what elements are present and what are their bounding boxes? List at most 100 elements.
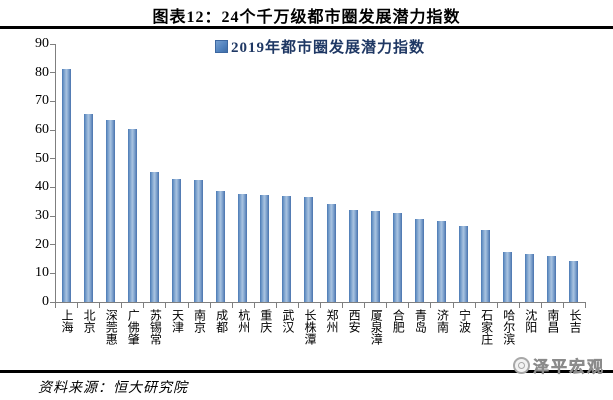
y-tick-label: 80 <box>35 64 49 80</box>
bar <box>238 194 248 302</box>
y-tick-label: 40 <box>35 179 49 195</box>
x-tick-label: 宁波 <box>457 309 472 333</box>
y-tick-label: 90 <box>35 36 49 51</box>
x-tick-label: 重庆 <box>258 309 273 333</box>
x-tick <box>320 303 321 308</box>
bar <box>282 196 292 302</box>
x-tick <box>297 303 299 308</box>
x-tick <box>562 303 564 308</box>
x-tick <box>585 303 586 308</box>
bar <box>326 204 336 302</box>
x-tick <box>540 303 542 308</box>
x-tick-label: 哈尔滨 <box>501 309 516 345</box>
x-tick <box>231 303 233 308</box>
x-tick <box>474 303 476 308</box>
bar <box>105 120 115 302</box>
x-tick <box>165 303 167 308</box>
top-divider <box>0 26 613 29</box>
x-tick <box>518 303 520 308</box>
x-tick-label: 南京 <box>192 309 207 333</box>
y-tick <box>50 272 55 274</box>
x-tick-label: 合肥 <box>391 309 406 333</box>
y-tick-label: 10 <box>35 265 49 281</box>
y-tick <box>50 158 55 160</box>
bar <box>370 211 380 302</box>
bar <box>569 261 579 302</box>
x-tick-label: 青岛 <box>413 309 428 333</box>
x-tick-label: 苏锡常 <box>148 309 163 345</box>
bar <box>194 180 204 302</box>
bar <box>61 69 71 302</box>
y-tick <box>50 215 55 217</box>
bar <box>459 226 469 302</box>
x-tick-label: 长吉 <box>567 309 582 333</box>
bar <box>392 213 402 302</box>
x-tick-label: 石家庄 <box>479 309 494 345</box>
x-tick-label: 长株潭 <box>302 309 317 345</box>
bar <box>503 252 513 302</box>
x-tick <box>55 303 56 308</box>
y-tick <box>50 186 55 188</box>
x-tick <box>253 303 255 308</box>
x-tick <box>364 303 366 308</box>
x-tick <box>452 303 454 308</box>
y-tick <box>50 244 55 246</box>
bottom-divider <box>0 370 613 373</box>
bar <box>83 114 93 302</box>
x-tick-label: 深莞惠 <box>104 309 119 345</box>
x-tick-label: 成都 <box>214 309 229 333</box>
x-tick <box>77 303 79 308</box>
x-tick <box>496 303 498 308</box>
y-tick-label: 0 <box>42 294 49 309</box>
legend-label: 2019年都市圈发展潜力指数 <box>230 40 425 56</box>
bar <box>304 197 314 302</box>
x-tick <box>386 303 388 308</box>
y-tick <box>50 43 55 45</box>
bar <box>171 179 181 302</box>
y-tick-label: 30 <box>35 208 49 223</box>
y-tick <box>50 100 55 102</box>
y-tick-label: 60 <box>35 122 49 137</box>
x-tick-label: 天津 <box>170 309 185 333</box>
source-note: 资料来源：恒大研究院 <box>38 381 188 396</box>
x-axis-line <box>55 302 586 303</box>
x-tick-label: 上海 <box>60 309 75 333</box>
x-tick <box>430 303 432 308</box>
x-tick-label: 沈阳 <box>523 309 538 333</box>
legend: 2019年都市圈发展潜力指数 <box>55 39 585 57</box>
x-tick-label: 武汉 <box>280 309 295 333</box>
x-tick-label: 杭州 <box>236 309 251 333</box>
y-tick-label: 20 <box>35 236 49 252</box>
x-tick-label: 厦泉漳 <box>369 309 384 345</box>
x-tick <box>187 303 189 308</box>
x-tick <box>121 303 123 308</box>
bar <box>481 230 491 302</box>
bar <box>149 172 159 302</box>
watermark-logo-icon <box>512 356 530 374</box>
x-tick-label: 西安 <box>347 309 362 333</box>
x-tick-label: 广佛肇 <box>126 309 141 345</box>
y-tick-label: 70 <box>35 93 49 109</box>
x-tick <box>408 303 410 308</box>
x-tick-label: 北京 <box>82 309 97 333</box>
watermark: 泽平宏观 <box>512 353 605 377</box>
bar <box>547 256 557 302</box>
bar <box>127 129 137 302</box>
chart-title: 图表12：24个千万级都市圈发展潜力指数 <box>152 9 461 26</box>
y-tick <box>50 301 55 303</box>
x-tick <box>209 303 211 308</box>
x-tick <box>99 303 101 308</box>
y-tick <box>50 72 55 74</box>
x-tick-label: 郑州 <box>325 309 340 333</box>
y-tick <box>50 129 55 131</box>
y-axis-line <box>55 44 56 302</box>
watermark-text: 泽平宏观 <box>532 359 605 377</box>
x-tick-label: 济南 <box>435 309 450 333</box>
x-tick-label: 南昌 <box>545 309 560 333</box>
x-tick <box>275 303 277 308</box>
bar <box>525 254 535 302</box>
bar <box>414 219 424 302</box>
bar <box>436 221 446 302</box>
bar <box>260 195 270 302</box>
